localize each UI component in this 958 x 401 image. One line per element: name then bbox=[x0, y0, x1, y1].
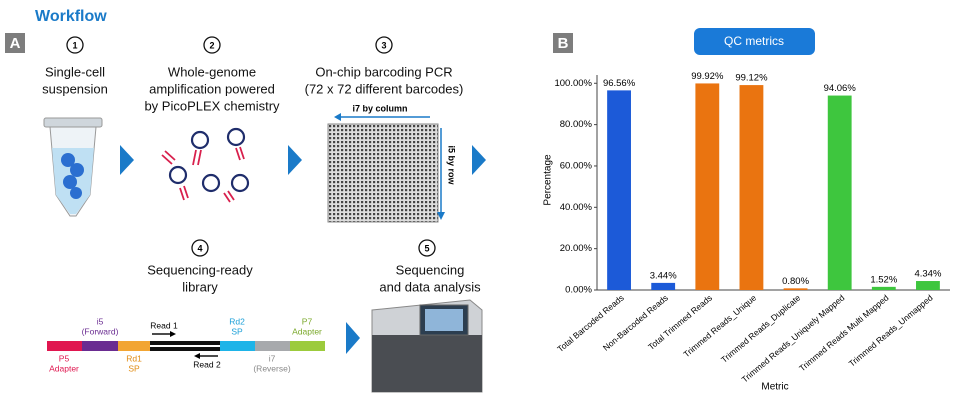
panel-label: A bbox=[10, 35, 21, 52]
data-label: 94.06% bbox=[824, 83, 857, 94]
x-axis-label: Metric bbox=[761, 382, 788, 393]
library-label: SP bbox=[231, 326, 243, 336]
bar bbox=[651, 282, 676, 290]
step-number: 5 bbox=[424, 243, 429, 253]
library-label: (Forward) bbox=[82, 326, 119, 336]
chart-title-badge bbox=[694, 28, 815, 55]
arrow bbox=[437, 212, 445, 220]
amplicon-icon bbox=[168, 127, 250, 193]
library-label: P7 bbox=[302, 316, 313, 326]
workflow-title: Workflow bbox=[35, 8, 107, 25]
y-tick-label: 80.00% bbox=[560, 119, 593, 130]
step-number: 3 bbox=[381, 40, 386, 50]
arrow bbox=[120, 145, 486, 354]
bar bbox=[739, 85, 764, 290]
bar bbox=[916, 281, 940, 290]
step-label: On-chip barcoding PCR bbox=[315, 64, 452, 79]
panel-label: B bbox=[558, 35, 569, 52]
data-label: 99.12% bbox=[735, 73, 768, 84]
y-tick-label: 0.00% bbox=[565, 285, 592, 296]
x-tick-label: Trimmed Reads_Unmapped bbox=[847, 292, 935, 368]
library-label: Rd2 bbox=[229, 316, 245, 326]
data-label: 3.44% bbox=[650, 270, 677, 281]
bar bbox=[783, 288, 808, 290]
data-label: 96.56% bbox=[603, 78, 636, 89]
x-tick-label: Trimmed Reads_Unique bbox=[681, 292, 758, 359]
step-label: by PicoPLEX chemistry bbox=[144, 98, 280, 113]
y-tick-label: 20.00% bbox=[560, 243, 593, 254]
y-axis-label: Percentage bbox=[543, 154, 554, 206]
chip-label: i7 by column bbox=[352, 103, 407, 113]
tube-icon bbox=[43, 117, 103, 217]
chip bbox=[327, 123, 439, 223]
primer-icon bbox=[161, 146, 245, 203]
library-label: Rd1 bbox=[126, 353, 142, 363]
library-label: Adapter bbox=[49, 363, 79, 373]
step-label: Sequencing-ready bbox=[147, 262, 253, 277]
library-label: i5 bbox=[97, 316, 104, 326]
library-label: i7 bbox=[269, 353, 276, 363]
step-label: Sequencing bbox=[396, 262, 465, 277]
y-tick-label: 100.00% bbox=[554, 78, 592, 89]
step-label: library bbox=[182, 279, 218, 294]
step-number: 1 bbox=[72, 40, 77, 50]
bar bbox=[695, 83, 720, 290]
step-label: suspension bbox=[42, 81, 108, 96]
panel-badge bbox=[553, 33, 573, 53]
arrow bbox=[334, 113, 341, 121]
bar bbox=[871, 286, 896, 290]
chip-label: i5 by row bbox=[447, 145, 457, 185]
library-label: P5 bbox=[59, 353, 70, 363]
read-label: Read 1 bbox=[150, 320, 178, 330]
step-number: 4 bbox=[197, 243, 202, 253]
y-tick-label: 40.00% bbox=[560, 202, 593, 213]
read-label: Read 2 bbox=[193, 359, 221, 369]
step-label: and data analysis bbox=[379, 279, 481, 294]
step-label: Whole-genome bbox=[168, 64, 256, 79]
data-label: 0.80% bbox=[782, 276, 809, 287]
library-label: Adapter bbox=[292, 326, 322, 336]
x-tick-label: Trimmed Reads_Duplicate bbox=[719, 292, 802, 364]
step-number: 2 bbox=[209, 40, 214, 50]
y-tick-label: 60.00% bbox=[560, 160, 593, 171]
library-label: SP bbox=[128, 363, 140, 373]
x-tick-label: Trimmed Reads Multi Mapped bbox=[797, 292, 891, 373]
library-label: (Reverse) bbox=[253, 363, 290, 373]
panel-badge bbox=[5, 33, 25, 53]
step-label: amplification powered bbox=[149, 81, 275, 96]
data-label: 4.34% bbox=[914, 269, 941, 280]
step-label: Single-cell bbox=[45, 64, 105, 79]
bar bbox=[827, 95, 852, 290]
step-label: (72 x 72 different barcodes) bbox=[305, 81, 464, 96]
library-construct bbox=[47, 331, 325, 359]
chart-title: QC metrics bbox=[724, 34, 784, 48]
data-label: 99.92% bbox=[691, 71, 724, 82]
bar bbox=[607, 90, 631, 290]
data-label: 1.52% bbox=[870, 274, 897, 285]
sequencer-icon bbox=[371, 299, 483, 393]
